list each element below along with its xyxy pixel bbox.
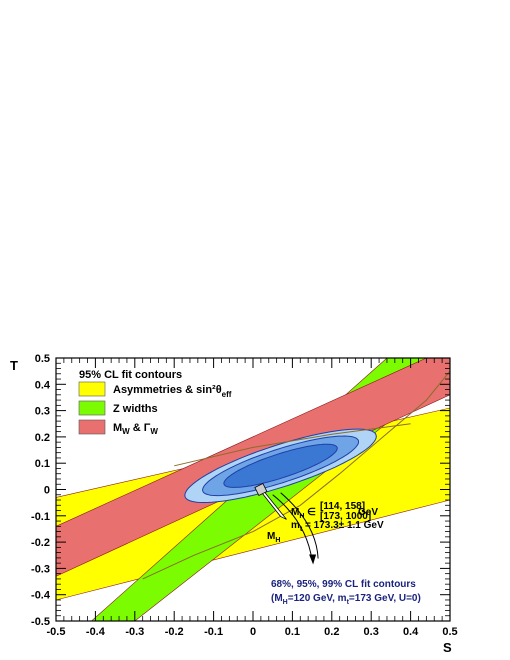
x-axis-title: S [443, 640, 452, 655]
mt-m: m [291, 520, 300, 531]
contour-title: 68%, 95%, 99% CL fit contours [271, 579, 416, 590]
ticks-layer [55, 357, 451, 622]
mt-label: mt = 173.3± 1.1 GeV [291, 520, 384, 533]
x-tick-label: -0.2 [165, 626, 184, 638]
mh-arrow-m: M [267, 531, 275, 542]
mh-arrow-outer [280, 492, 319, 559]
x-tick-label: 0.5 [442, 626, 457, 638]
mh-range-unit: GeV [358, 507, 378, 518]
contour-sub-3: =173 GeV, U=0) [349, 593, 421, 604]
mh-range-m: M [291, 507, 299, 518]
legend-label-mw: MW & ΓW [113, 422, 158, 436]
x-tick-label: -0.1 [204, 626, 223, 638]
x-tick-label: 0.4 [403, 626, 419, 638]
x-tick-label: -0.4 [86, 626, 106, 638]
mh-range-in: ∈ [304, 507, 316, 518]
mh-arrow [272, 494, 313, 561]
x-tick-label: 0.2 [324, 626, 339, 638]
legend-swatch-mw [78, 419, 106, 435]
legend-mw-m: M [113, 422, 122, 434]
legend-label-asymmetries: Asymmetries & sin²θeff [113, 384, 232, 399]
mh-range-m-sub: H [299, 513, 304, 520]
mh-range-bottom: [173, 1000] [320, 511, 371, 522]
y-tick-label: 0.5 [35, 353, 50, 365]
x-tick-label: 0.3 [364, 626, 379, 638]
mh-arrow-head [309, 554, 317, 565]
legend-asym-sub: eff [222, 390, 232, 399]
mt-sub: t [300, 526, 303, 533]
y-tick-label: -0.2 [31, 537, 50, 549]
mh-arrow-sub: H [275, 537, 280, 544]
y-tick-label: 0.3 [35, 406, 50, 418]
y-tick-label: 0 [44, 485, 50, 497]
legend-asym-main: Asymmetries & sin²θ [113, 384, 222, 396]
contour-sub-1: (M [271, 593, 283, 604]
sm-ref-line [174, 423, 411, 467]
arrow-layer [254, 482, 319, 565]
ellipse-68% [223, 443, 338, 488]
y-tick-label: -0.1 [31, 511, 50, 523]
y-tick-label: 0.4 [35, 379, 51, 391]
mh-range-top: [114, 158] [320, 501, 365, 512]
contour-sub-1s: H [283, 599, 288, 606]
x-tick-label: -0.5 [47, 626, 66, 638]
mt-value: = 173.3± 1.1 GeV [302, 520, 384, 531]
sm-curve [142, 370, 450, 580]
mh-arrow-label: MH [267, 531, 280, 544]
annotations: MH ∈ [114, 158] [173, 1000] GeV mt = 173… [267, 501, 421, 606]
y-tick-label: 0.1 [35, 458, 50, 470]
legend: 95% CL fit contours Asymmetries & sin²θe… [78, 369, 232, 436]
legend-mw-sub1: W [122, 427, 130, 436]
contour-subtitle: (MH=120 GeV, mt=173 GeV, U=0) [271, 593, 421, 606]
sm-marker [254, 482, 268, 497]
curve-layer [142, 370, 450, 580]
legend-swatch-zwidths [78, 400, 106, 416]
x-tick-label: -0.3 [125, 626, 144, 638]
ellipse-layer [184, 428, 377, 503]
tick-labels-layer: -0.5 -0.4 -0.3 -0.2 -0.1 0 0.1 0.2 0.3 0.4 0.5 -0.5… [31, 353, 458, 638]
mh-range-label: MH ∈ [291, 507, 316, 520]
legend-label-zwidths: Z widths [113, 403, 158, 415]
contour-sub-2: =120 GeV, m [288, 593, 347, 604]
legend-mw-and: & Γ [130, 422, 151, 434]
y-tick-label: -0.4 [31, 590, 51, 602]
contour-sub-2s: t [347, 599, 350, 606]
legend-mw-sub2: W [150, 427, 158, 436]
y-tick-label: -0.5 [31, 616, 50, 628]
y-tick-label: 0.2 [35, 432, 50, 444]
legend-swatch-asymmetries [78, 381, 106, 397]
y-tick-label: -0.3 [31, 563, 50, 575]
x-tick-label: 0 [250, 626, 256, 638]
y-axis-title: T [10, 358, 18, 373]
legend-title: 95% CL fit contours [79, 369, 182, 381]
x-tick-label: 0.1 [285, 626, 300, 638]
